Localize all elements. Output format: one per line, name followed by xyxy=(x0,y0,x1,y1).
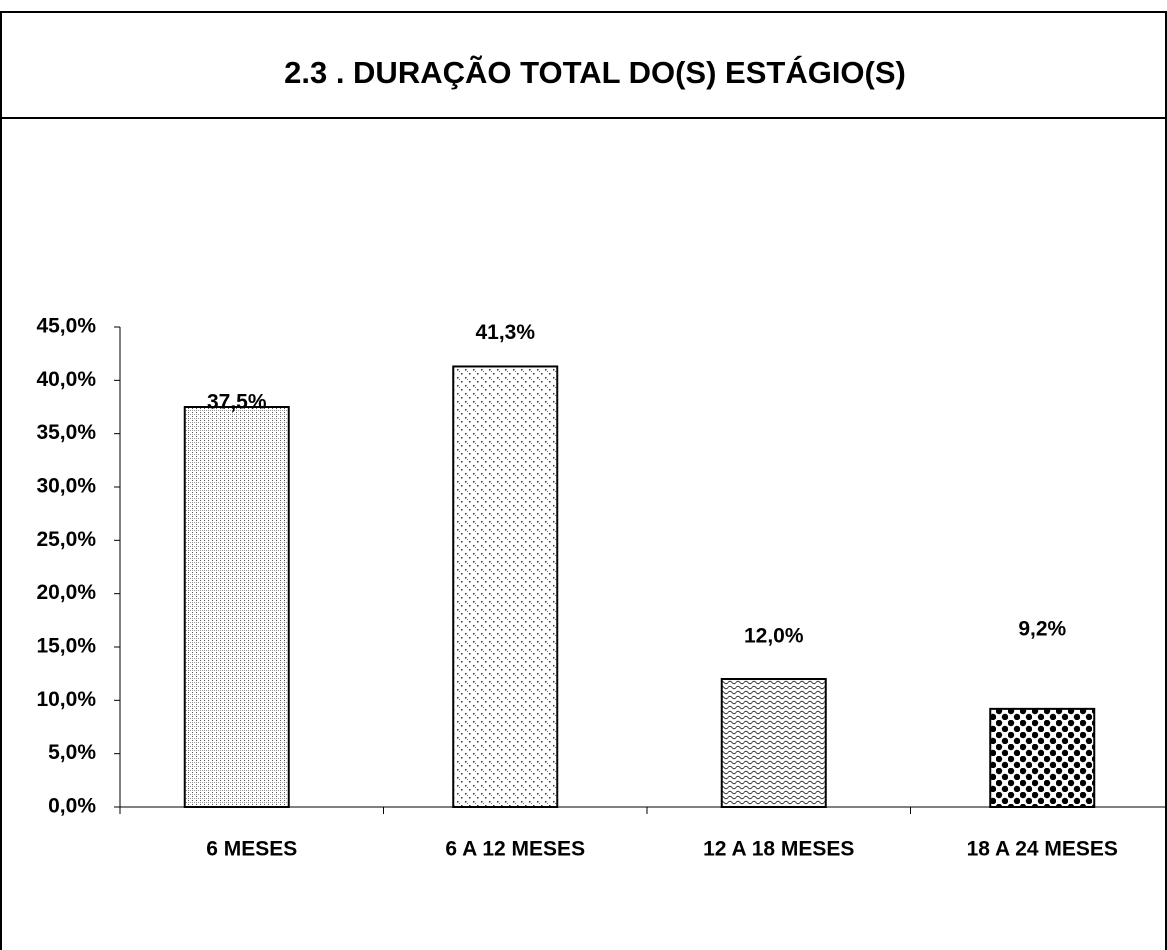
bar xyxy=(183,406,290,808)
x-tick-label: 6 MESES xyxy=(206,838,297,861)
y-tick-label: 10,0% xyxy=(36,688,96,711)
y-tick-label: 35,0% xyxy=(36,421,96,444)
bar xyxy=(720,678,827,808)
value-label: 12,0% xyxy=(744,625,804,648)
y-tick-label: 5,0% xyxy=(48,741,96,764)
y-tick-label: 0,0% xyxy=(48,795,96,818)
value-label: 41,3% xyxy=(475,321,535,344)
x-tick-label: 12 A 18 MESES xyxy=(703,838,854,861)
x-tick-label: 18 A 24 MESES xyxy=(967,838,1118,861)
frame xyxy=(0,11,1167,950)
y-tick-label: 30,0% xyxy=(36,475,96,498)
y-tick-label: 20,0% xyxy=(36,581,96,604)
y-tick-label: 15,0% xyxy=(36,635,96,658)
y-tick-label: 45,0% xyxy=(36,315,96,338)
y-tick-label: 25,0% xyxy=(36,528,96,551)
y-tick-label: 40,0% xyxy=(36,368,96,391)
value-label: 9,2% xyxy=(1018,617,1066,640)
bar xyxy=(989,707,1096,808)
chart-title: 2.3 . DURAÇÃO TOTAL DO(S) ESTÁGIO(S) xyxy=(284,55,906,90)
x-tick-label: 6 A 12 MESES xyxy=(445,838,585,861)
value-label: 37,5% xyxy=(207,391,267,414)
bar xyxy=(452,365,559,808)
